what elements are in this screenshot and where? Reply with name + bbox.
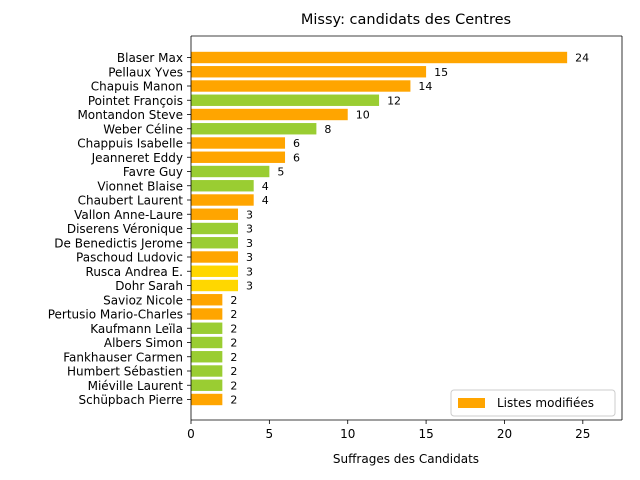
bar-value-label: 10 (356, 109, 370, 122)
bar (191, 237, 239, 249)
y-tick-label: Pointet François (88, 94, 183, 108)
y-tick-label: Schüpbach Pierre (79, 393, 184, 407)
x-tick-label: 15 (418, 427, 433, 441)
bar (191, 265, 239, 277)
bar-value-label: 14 (418, 80, 432, 93)
y-tick-label: Chapuis Manon (91, 80, 183, 94)
y-tick-label: Pellaux Yves (108, 65, 183, 79)
bar (191, 222, 239, 235)
bar (191, 393, 223, 406)
y-tick-label: Favre Guy (123, 165, 183, 179)
y-tick-label: Pertusio Mario-Charles (48, 308, 183, 322)
bar-value-label: 3 (246, 208, 253, 221)
y-tick-label: Vallon Anne-Laure (74, 208, 183, 222)
y-tick-label: Jeanneret Eddy (91, 151, 183, 165)
bar-value-label: 24 (575, 52, 589, 65)
bar (191, 279, 239, 292)
bar-value-label: 4 (262, 194, 269, 207)
bar-value-label: 3 (246, 280, 253, 293)
bar-value-label: 5 (277, 166, 284, 179)
bar (191, 66, 427, 78)
x-tick-label: 0 (187, 427, 195, 441)
legend-swatch (458, 398, 485, 408)
y-tick-label: Albers Simon (104, 336, 183, 350)
legend-frame (450, 389, 616, 417)
bar (191, 336, 223, 349)
y-tick-label: Chappuis Isabelle (77, 137, 183, 151)
chart-title: Missy: candidats des Centres (301, 12, 511, 28)
bar-value-label: 2 (230, 394, 237, 407)
bar-value-label: 12 (387, 94, 401, 107)
bar-value-label: 2 (230, 308, 237, 321)
bar (191, 365, 223, 377)
bar (191, 322, 223, 334)
bar (191, 194, 254, 206)
y-tick-label: Dohr Sarah (115, 279, 183, 293)
bar (191, 151, 286, 163)
y-tick-label: Kaufmann Leïla (90, 322, 183, 336)
bar-value-label: 2 (230, 337, 237, 350)
y-tick-label: Diserens Véronique (67, 222, 183, 236)
y-tick-label: Montandon Steve (77, 108, 183, 122)
y-tick-label: Fankhauser Carmen (63, 350, 183, 364)
y-tick-label: Weber Céline (103, 122, 183, 136)
x-tick-label: 5 (266, 427, 274, 441)
y-tick-label: Rusca Andrea E. (86, 265, 183, 279)
bar-value-label: 2 (230, 322, 237, 335)
bar-value-label: 3 (246, 237, 253, 250)
y-tick-label: Miéville Laurent (88, 379, 184, 393)
bar (191, 108, 348, 121)
bar (191, 94, 380, 106)
bar (191, 51, 568, 64)
bar (191, 351, 223, 363)
bar (191, 308, 223, 320)
y-tick-label: Paschoud Ludovic (76, 251, 183, 265)
bar (191, 80, 411, 92)
bar-value-label: 4 (262, 180, 269, 193)
y-tick-label: Savioz Nicole (103, 293, 183, 307)
y-tick-label: De Benedictis Jerome (54, 236, 183, 250)
bar-value-label: 15 (434, 66, 448, 79)
bar (191, 251, 239, 263)
bar-value-label: 3 (246, 265, 253, 278)
x-tick-label: 25 (575, 427, 590, 441)
bar-value-label: 6 (293, 137, 300, 150)
bar (191, 137, 286, 149)
x-tick-label: 10 (340, 427, 355, 441)
bar (191, 208, 239, 220)
bar (191, 123, 317, 135)
bar (191, 294, 223, 306)
legend-label: Listes modifiées (497, 396, 594, 410)
bar-value-label: 2 (230, 294, 237, 307)
x-axis-label: Suffrages des Candidats (333, 452, 479, 466)
bar-value-label: 2 (230, 351, 237, 364)
y-tick-label: Vionnet Blaise (97, 179, 183, 193)
bar-value-label: 3 (246, 223, 253, 236)
y-tick-label: Humbert Sébastien (67, 365, 183, 379)
bar (191, 379, 223, 391)
bar-value-label: 2 (230, 365, 237, 378)
bar-value-label: 2 (230, 379, 237, 392)
bar-value-label: 3 (246, 251, 253, 264)
bar (191, 165, 270, 178)
bar-value-label: 8 (324, 123, 331, 136)
legend: Listes modifiées (450, 389, 616, 417)
y-tick-label: Blaser Max (117, 51, 183, 65)
bar (191, 180, 254, 192)
bar-value-label: 6 (293, 151, 300, 164)
y-tick-label: Chaubert Laurent (78, 194, 184, 208)
x-tick-label: 20 (497, 427, 512, 441)
